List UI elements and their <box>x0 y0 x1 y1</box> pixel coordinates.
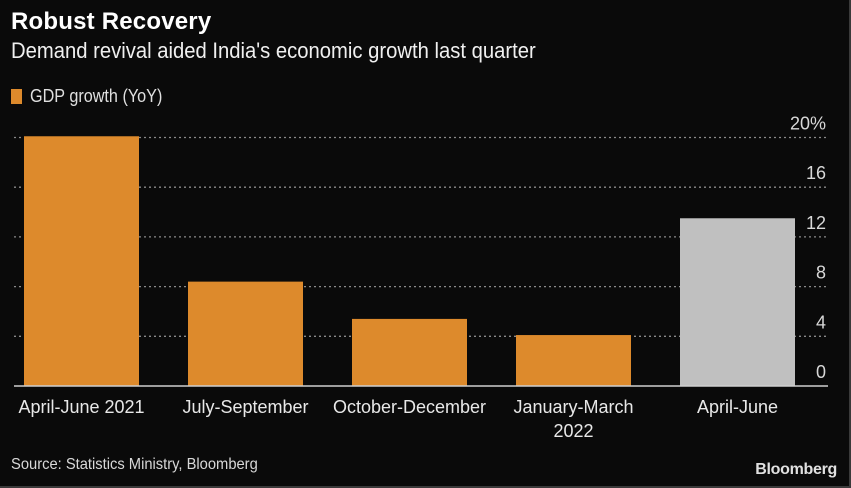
x-tick-label: January-March <box>513 397 633 417</box>
x-tick-label: October-December <box>333 397 486 417</box>
chart-subtitle: Demand revival aided India's economic gr… <box>11 38 536 63</box>
y-tick-label: 16 <box>806 163 826 183</box>
bars <box>24 136 795 386</box>
y-tick-label: 4 <box>816 312 826 332</box>
legend: GDP growth (YoY) <box>11 86 177 107</box>
y-tick-label: 20% <box>790 114 826 134</box>
x-tick-label: April-June 2021 <box>18 397 144 417</box>
y-axis-ticks: 0 4 8 12 16 20% <box>790 114 826 383</box>
x-tick-label: 2022 <box>553 421 593 441</box>
x-tick-label: April-June <box>697 397 778 417</box>
source-note: Source: Statistics Ministry, Bloomberg <box>11 456 258 473</box>
chart-title: Robust Recovery <box>11 8 212 35</box>
bar <box>188 281 303 386</box>
bar <box>516 335 631 386</box>
bar <box>24 136 139 386</box>
legend-label: GDP growth (YoY) <box>30 86 163 106</box>
bloomberg-logo: Bloomberg <box>755 461 837 478</box>
legend-swatch <box>11 89 22 104</box>
x-tick-label: July-September <box>182 397 308 417</box>
y-tick-label: 12 <box>806 213 826 233</box>
x-axis-labels: April-June 2021 July-September October-Dec… <box>18 397 778 441</box>
y-tick-label: 8 <box>816 263 826 283</box>
bar <box>352 318 467 386</box>
bar <box>680 218 795 386</box>
y-tick-label: 0 <box>816 362 826 382</box>
